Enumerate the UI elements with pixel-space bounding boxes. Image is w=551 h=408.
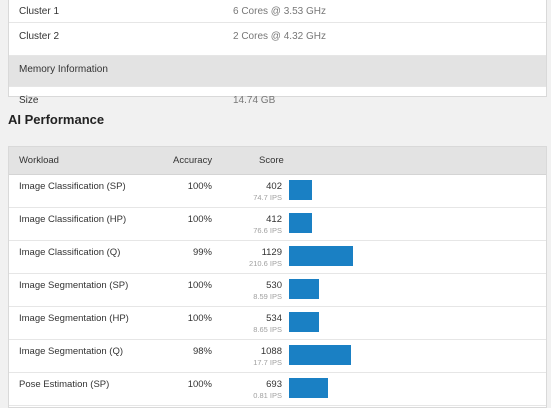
workload-name: Image Segmentation (Q) — [19, 346, 124, 357]
table-row: Image Classification (SP) 100% 402 74.7 IPS — [9, 175, 546, 208]
info-label: Size — [19, 95, 39, 106]
system-info-card: Cluster 1 6 Cores @ 3.53 GHz Cluster 2 2… — [8, 0, 547, 106]
ips-value: 210.6 IPS — [249, 259, 282, 268]
table-body: Image Classification (SP) 100% 402 74.7 IPS… — [9, 175, 546, 406]
table-header: Workload Accuracy Score — [9, 147, 546, 175]
memory-section-header: Memory Information — [9, 56, 546, 87]
table-row: Image Classification (HP) 100% 412 76.6 IPS — [9, 208, 546, 241]
info-label: Cluster 1 — [19, 6, 60, 17]
table-row: Image Segmentation (HP) 100% 534 8.65 IPS — [9, 307, 546, 340]
workload-name: Image Classification (SP) — [19, 181, 126, 192]
accuracy-value: 98% — [192, 346, 212, 357]
table-row: Image Segmentation (Q) 98% 1088 17.7 IPS — [9, 340, 546, 373]
header-accuracy: Accuracy — [173, 155, 213, 166]
table-row: Image Segmentation (SP) 100% 530 8.59 IPS — [9, 274, 546, 307]
ai-performance-table: Workload Accuracy Score Image Classifica… — [8, 146, 547, 408]
score-value: 530 — [266, 280, 282, 291]
score-value: 1129 — [261, 247, 282, 258]
info-value: 6 Cores @ 3.53 GHz — [233, 6, 326, 17]
workload-name: Image Classification (HP) — [19, 214, 127, 225]
accuracy-value: 99% — [192, 247, 212, 258]
info-row-memory-size: Size 14.74 GB — [9, 87, 546, 119]
score-value: 412 — [266, 214, 282, 225]
score-bar — [289, 312, 319, 332]
header-score: Score — [259, 155, 284, 166]
score-bar — [289, 345, 351, 365]
info-row-cluster-2: Cluster 2 2 Cores @ 4.32 GHz — [9, 23, 546, 56]
header-workload: Workload — [19, 155, 59, 166]
info-row-cluster-1: Cluster 1 6 Cores @ 3.53 GHz — [9, 0, 546, 23]
ai-performance-title: AI Performance — [8, 112, 105, 127]
score-value: 402 — [266, 181, 282, 192]
workload-name: Image Classification (Q) — [19, 247, 121, 258]
workload-name: Image Segmentation (HP) — [19, 313, 129, 324]
workload-name: Image Segmentation (SP) — [19, 280, 129, 291]
info-value: 14.74 GB — [233, 95, 276, 106]
score-bar — [289, 246, 353, 266]
ips-value: 8.59 IPS — [253, 292, 282, 301]
score-bar — [289, 180, 312, 200]
score-value: 1088 — [260, 346, 282, 357]
accuracy-value: 100% — [187, 280, 212, 291]
score-value: 693 — [266, 379, 282, 390]
ips-value: 8.65 IPS — [253, 325, 282, 334]
accuracy-value: 100% — [187, 214, 212, 225]
table-row: Pose Estimation (SP) 100% 693 0.81 IPS — [9, 373, 546, 406]
score-bar — [289, 279, 319, 299]
accuracy-value: 100% — [187, 313, 212, 324]
ips-value: 0.81 IPS — [253, 391, 282, 400]
ips-value: 17.7 IPS — [253, 358, 282, 367]
score-bar — [289, 378, 328, 398]
score-value: 534 — [266, 313, 282, 324]
accuracy-value: 100% — [187, 181, 212, 192]
accuracy-value: 100% — [187, 379, 212, 390]
ips-value: 76.6 IPS — [253, 226, 282, 235]
workload-name: Pose Estimation (SP) — [19, 379, 110, 390]
section-title: Memory Information — [19, 64, 108, 75]
score-bar — [289, 213, 312, 233]
info-value: 2 Cores @ 4.32 GHz — [233, 31, 326, 42]
ips-value: 74.7 IPS — [253, 193, 282, 202]
table-row: Image Classification (Q) 99% 1129 210.6 IPS — [9, 241, 546, 274]
info-label: Cluster 2 — [19, 31, 60, 42]
